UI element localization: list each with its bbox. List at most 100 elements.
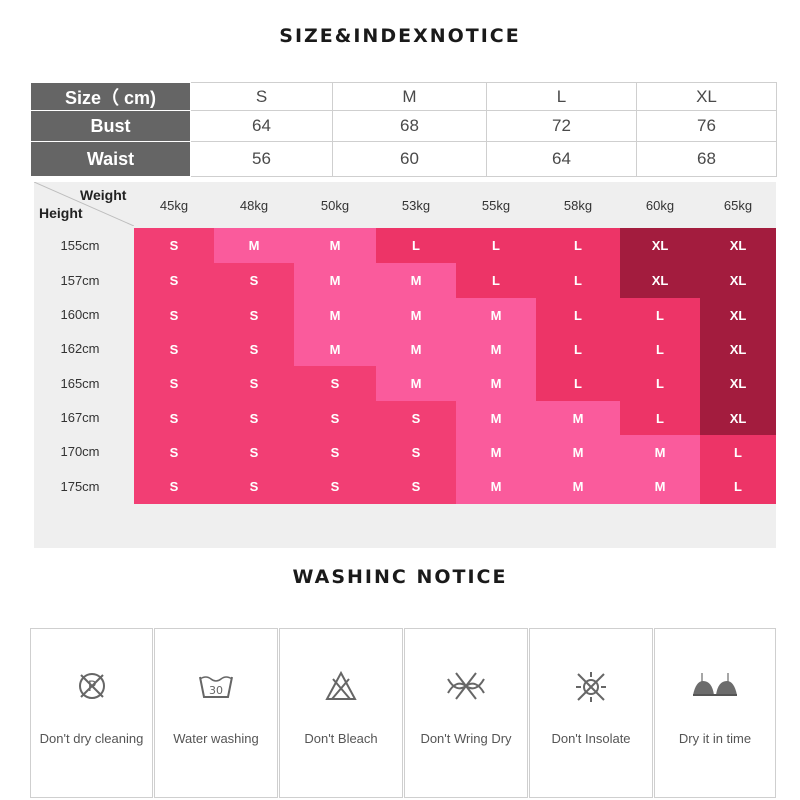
- size-cell: M: [294, 228, 376, 263]
- height-header: 170cm: [60, 444, 100, 459]
- size-cell: M: [294, 298, 376, 332]
- size-cell: S: [294, 401, 376, 435]
- weight-axis-label: Weight: [80, 187, 127, 203]
- diagonal-divider: [34, 182, 134, 226]
- size-cell: S: [376, 401, 456, 435]
- size-cell: L: [620, 366, 700, 401]
- wash-card: 30 Water washing: [154, 628, 278, 798]
- size-cell: XL: [620, 263, 700, 298]
- bust-label: Bust: [30, 110, 191, 142]
- size-cell: S: [214, 469, 294, 504]
- size-xl-cell: XL: [636, 82, 777, 111]
- waist-value: 60: [332, 141, 487, 177]
- bust-value: 64: [190, 110, 333, 142]
- size-cell: L: [536, 298, 620, 332]
- size-cell: XL: [700, 298, 776, 332]
- size-cell: S: [214, 366, 294, 401]
- height-header: 160cm: [60, 307, 100, 322]
- size-cell: L: [536, 263, 620, 298]
- size-cell: S: [294, 435, 376, 469]
- size-cell: L: [456, 228, 536, 263]
- size-cell: L: [456, 263, 536, 298]
- weight-header: 50kg: [320, 198, 350, 213]
- size-cell: L: [536, 366, 620, 401]
- wash-30-icon: 30: [196, 669, 236, 708]
- size-cell: M: [456, 332, 536, 366]
- wash-card-label: Dry it in time: [678, 731, 752, 746]
- waist-value: 56: [190, 141, 333, 177]
- size-cell: S: [134, 469, 214, 504]
- size-cell: M: [376, 366, 456, 401]
- height-header: 165cm: [60, 375, 100, 391]
- size-cell: M: [214, 228, 294, 263]
- size-cell: M: [294, 332, 376, 366]
- size-cell: L: [536, 332, 620, 366]
- weight-header: 60kg: [645, 198, 675, 213]
- size-cell: S: [134, 401, 214, 435]
- weight-header: 65kg: [723, 198, 753, 213]
- size-cell: M: [294, 263, 376, 298]
- size-cell: S: [294, 469, 376, 504]
- size-cell: XL: [700, 228, 776, 263]
- size-cell: M: [376, 332, 456, 366]
- size-cell: L: [620, 298, 700, 332]
- wash-card: Dry it in time: [654, 628, 776, 798]
- wash-card: Don't Insolate: [529, 628, 653, 798]
- size-cell: M: [456, 366, 536, 401]
- height-header: 175cm: [60, 478, 100, 494]
- size-cell: L: [620, 401, 700, 435]
- size-cell: S: [214, 435, 294, 469]
- no-dry-clean-icon: P: [75, 669, 109, 708]
- size-header-cell: Size（ cm): [30, 82, 191, 111]
- size-cell: S: [376, 435, 456, 469]
- size-s-cell: S: [190, 82, 333, 111]
- size-cell: S: [214, 263, 294, 298]
- wash-card: Don't Wring Dry: [404, 628, 528, 798]
- height-axis-label: Height: [39, 205, 83, 221]
- size-cell: M: [456, 298, 536, 332]
- waist-value: 64: [486, 141, 637, 177]
- size-cell: S: [214, 298, 294, 332]
- size-cell: L: [620, 332, 700, 366]
- washing-notice-title: WASHINC NOTICE: [292, 566, 508, 588]
- size-cell: S: [294, 366, 376, 401]
- size-cell: S: [134, 435, 214, 469]
- size-cell: S: [134, 332, 214, 366]
- size-cell: M: [536, 469, 620, 504]
- weight-header: 53kg: [401, 198, 431, 213]
- weight-header: 48kg: [239, 198, 269, 213]
- size-cell: XL: [700, 263, 776, 298]
- wash-card-label: Don't Wring Dry: [420, 731, 512, 746]
- size-cell: S: [134, 228, 214, 263]
- size-cell: M: [620, 469, 700, 504]
- wash-card-label: Don't dry cleaning: [39, 731, 144, 746]
- svg-text:30: 30: [209, 684, 223, 697]
- measurement-header-row: Size（ cm) S M L XL: [30, 82, 777, 111]
- waist-row: Waist 56 60 64 68: [30, 141, 777, 177]
- size-cell: M: [376, 298, 456, 332]
- height-header: 155cm: [60, 237, 100, 253]
- height-header: 157cm: [60, 272, 100, 288]
- size-cell: M: [620, 435, 700, 469]
- wash-card: Don't Bleach: [279, 628, 403, 798]
- no-sun-icon: [573, 669, 609, 710]
- size-cell: M: [376, 263, 456, 298]
- height-header: 167cm: [60, 410, 100, 425]
- size-cell: S: [376, 469, 456, 504]
- bust-value: 76: [636, 110, 777, 142]
- bra-icon: [690, 669, 740, 708]
- size-cell: S: [134, 366, 214, 401]
- no-bleach-icon: [324, 669, 358, 708]
- washing-icons-row: P Don't dry cleaning 30 Water washing Do…: [30, 628, 776, 798]
- size-cell: XL: [700, 366, 776, 401]
- size-cell: L: [700, 469, 776, 504]
- size-cell: S: [134, 298, 214, 332]
- waist-label: Waist: [30, 141, 191, 177]
- size-cell: S: [134, 263, 214, 298]
- size-cell: S: [214, 332, 294, 366]
- waist-value: 68: [636, 141, 777, 177]
- size-m-cell: M: [332, 82, 487, 111]
- height-header: 162cm: [60, 341, 100, 356]
- size-cell: XL: [700, 332, 776, 366]
- wash-card-label: Don't Insolate: [551, 731, 631, 746]
